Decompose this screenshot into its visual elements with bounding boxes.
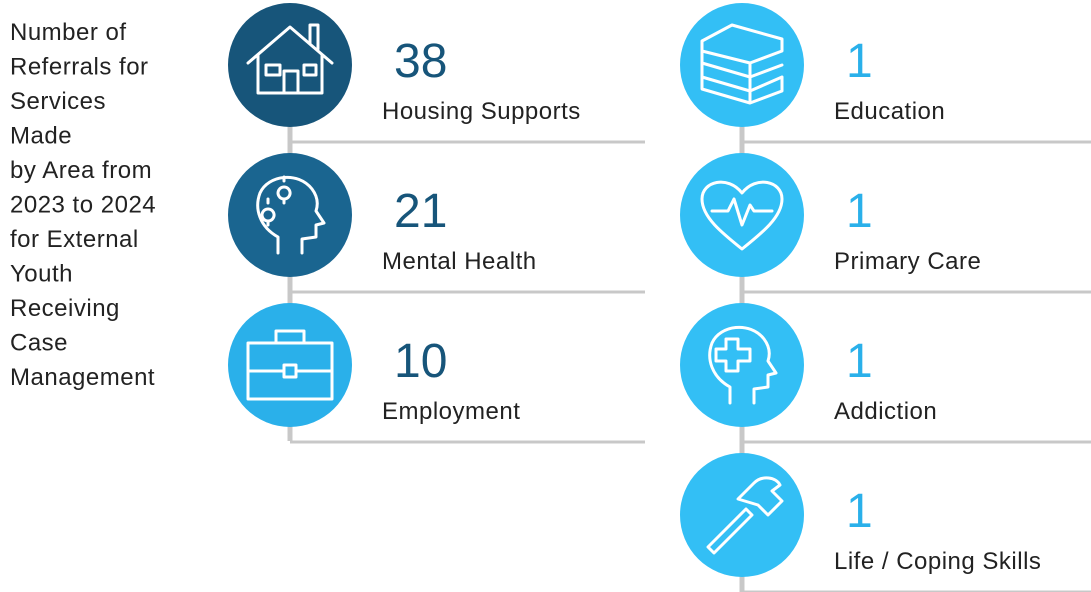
area-label: Mental Health bbox=[382, 248, 537, 275]
icon-circle bbox=[680, 303, 804, 427]
icon-circle bbox=[228, 153, 352, 277]
icon-circle bbox=[680, 3, 804, 127]
icon bbox=[246, 23, 334, 95]
title-line: Services bbox=[10, 88, 106, 115]
referral-item: 1 Education bbox=[680, 3, 1091, 144]
title-line: Referrals for bbox=[10, 54, 149, 81]
referral-item: 38 Housing Supports bbox=[228, 3, 645, 144]
title-line: Receiving bbox=[10, 295, 120, 322]
referral-count: 1 bbox=[846, 185, 873, 238]
area-label: Employment bbox=[382, 398, 520, 425]
referral-count: 1 bbox=[846, 335, 873, 388]
area-label: Housing Supports bbox=[382, 98, 581, 125]
referral-count: 1 bbox=[846, 35, 873, 88]
referral-count: 1 bbox=[846, 485, 873, 538]
icon-circle bbox=[228, 3, 352, 127]
title-line: Management bbox=[10, 364, 155, 391]
referral-count: 38 bbox=[394, 35, 447, 88]
referral-item: 1 Life / Coping Skills bbox=[680, 453, 1091, 592]
area-label: Education bbox=[834, 98, 945, 125]
title-line: by Area from bbox=[10, 157, 152, 184]
area-label: Primary Care bbox=[834, 248, 981, 275]
title-line: Youth bbox=[10, 261, 73, 288]
title-line: 2023 to 2024 bbox=[10, 192, 156, 219]
title-line: Made bbox=[10, 123, 72, 150]
area-label: Life / Coping Skills bbox=[834, 548, 1041, 575]
icon bbox=[256, 175, 326, 255]
referral-item: 21 Mental Health bbox=[228, 153, 645, 294]
icon-circle bbox=[680, 153, 804, 277]
referral-count: 21 bbox=[394, 185, 447, 238]
referral-count: 10 bbox=[394, 335, 447, 388]
referral-item: 10 Employment bbox=[228, 303, 645, 444]
icon bbox=[700, 180, 784, 251]
icon bbox=[246, 329, 334, 401]
referral-item: 1 Addiction bbox=[680, 303, 1091, 444]
referral-item: 1 Primary Care bbox=[680, 153, 1091, 294]
icon bbox=[706, 476, 784, 555]
area-label: Addiction bbox=[834, 398, 937, 425]
title-line: for External bbox=[10, 226, 139, 253]
icon bbox=[708, 325, 778, 405]
icon bbox=[700, 23, 784, 105]
title-line: Number of bbox=[10, 19, 127, 46]
title-line: Case bbox=[10, 330, 68, 357]
